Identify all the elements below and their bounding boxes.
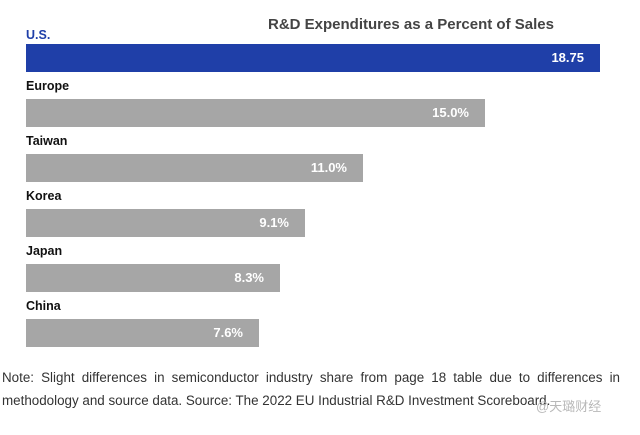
bar (26, 319, 259, 347)
watermark: @天璐财经 (536, 399, 602, 414)
data-label: 15.0% (432, 105, 469, 120)
bar (26, 44, 600, 72)
category-label: Japan (26, 244, 63, 258)
category-label: Taiwan (26, 134, 68, 148)
footnote: Note: Slight differences in semiconducto… (2, 370, 620, 408)
bar-chart: R&D Expenditures as a Percent of Sales U… (26, 16, 600, 347)
bar (26, 209, 305, 237)
data-label: 18.75 (551, 50, 584, 65)
bar (26, 154, 363, 182)
data-label: 11.0% (310, 160, 347, 175)
bar (26, 99, 485, 127)
data-label: 8.3% (234, 270, 264, 285)
bar (26, 264, 280, 292)
category-label: U.S. (26, 28, 51, 42)
category-label: Korea (26, 189, 62, 203)
data-label: 7.6% (213, 325, 243, 340)
data-label: 9.1% (259, 215, 289, 230)
category-label: China (26, 299, 61, 313)
category-label: Europe (26, 79, 70, 93)
chart-title: R&D Expenditures as a Percent of Sales (268, 16, 554, 33)
